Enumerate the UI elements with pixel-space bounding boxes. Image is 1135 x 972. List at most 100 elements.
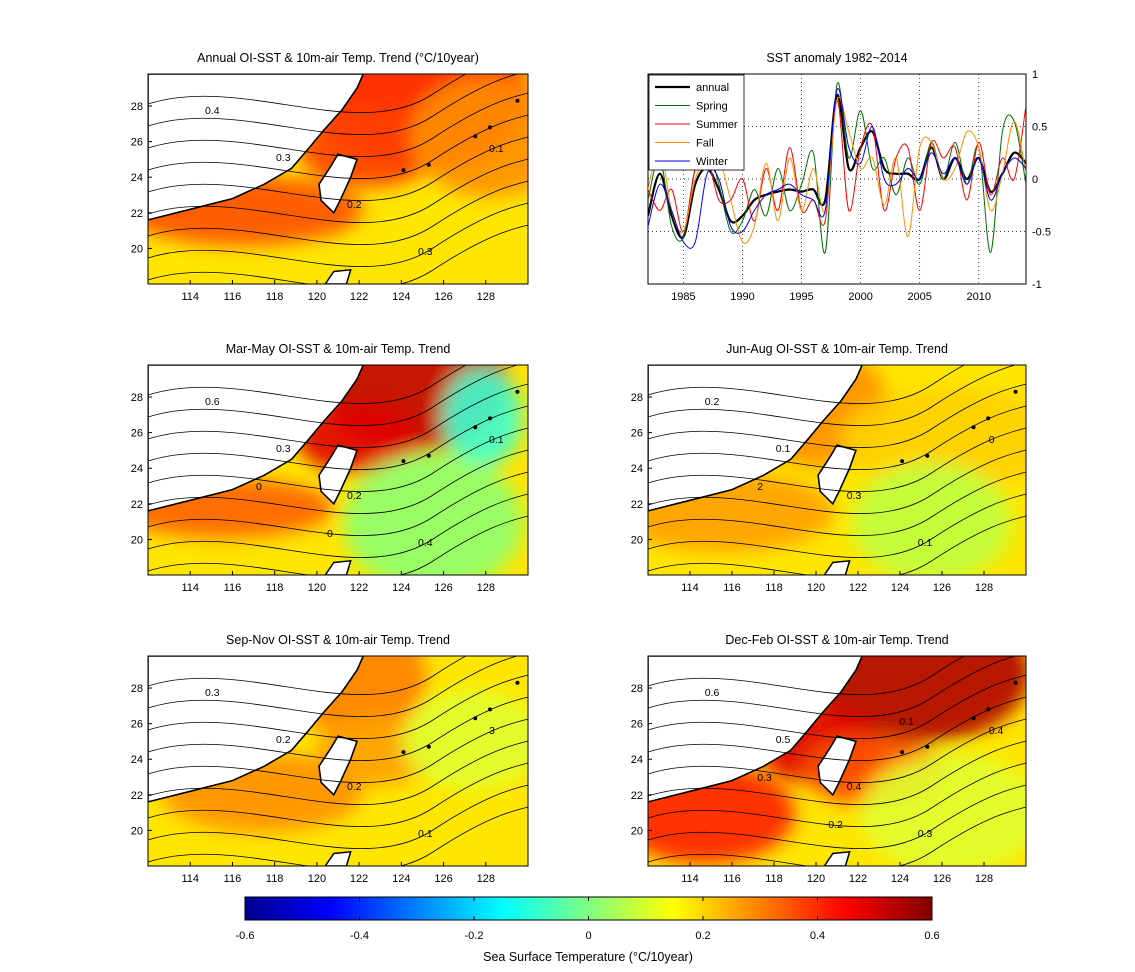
island-marker <box>426 744 431 749</box>
lon-tick-label: 128 <box>477 291 495 303</box>
map-axes-frame <box>147 655 529 867</box>
contour-line <box>648 762 1026 828</box>
contour-line <box>148 696 528 761</box>
contour-label: 0.3 <box>847 490 862 502</box>
x-tick-label: 2010 <box>967 291 991 303</box>
contour-line <box>148 114 528 179</box>
lat-tick-label: 28 <box>131 392 143 404</box>
taiwan-island <box>817 735 857 797</box>
lon-tick-label: 124 <box>392 582 410 594</box>
contour-line <box>148 365 519 426</box>
contour-label: 0.5 <box>776 734 791 746</box>
contour-line <box>648 784 1026 850</box>
contour-label: 0.2 <box>347 199 362 211</box>
lat-tick-label: 28 <box>631 392 643 404</box>
contour-line <box>648 740 1026 806</box>
contour-line <box>148 92 528 157</box>
x-tick-label: 2005 <box>907 291 931 303</box>
lat-tick-label: 20 <box>131 243 143 255</box>
colorbar-label: Sea Surface Temperature (°C/10year) <box>483 950 693 964</box>
lon-tick-label: 124 <box>891 582 909 594</box>
contour-line <box>648 471 1026 537</box>
lat-tick-label: 28 <box>131 683 143 695</box>
contour-line <box>148 762 528 827</box>
contour-label: 0.3 <box>205 687 220 699</box>
contour-label: 0.1 <box>918 537 933 549</box>
contour-line <box>148 674 528 739</box>
lat-tick-label: 22 <box>131 790 143 802</box>
colorbar-tick-label: -0.4 <box>350 930 369 942</box>
contour-line <box>648 365 1017 427</box>
contour-line <box>148 180 528 245</box>
contour-label: 0.4 <box>418 537 433 549</box>
lon-tick-label: 122 <box>350 291 368 303</box>
contour-line <box>648 718 1026 784</box>
lon-tick-label: 114 <box>181 582 199 594</box>
line-chart-legend: annual Spring Summer Fall Winter <box>648 74 745 171</box>
map-panel-title: Annual OI-SST & 10m-air Temp. Trend (°C/… <box>197 51 479 65</box>
lat-tick-label: 28 <box>631 683 643 695</box>
lat-tick-label: 26 <box>631 719 643 731</box>
island-marker <box>401 750 406 755</box>
lon-tick-label: 120 <box>807 582 825 594</box>
lon-tick-label: 118 <box>266 582 284 594</box>
lon-tick-label: 128 <box>477 873 495 885</box>
island-marker <box>515 680 520 685</box>
contour-line <box>148 365 467 404</box>
lon-tick-label: 114 <box>681 873 699 885</box>
china-coastline <box>648 365 864 512</box>
lat-tick-label: 20 <box>131 534 143 546</box>
colorbar-tick-label: 0.4 <box>810 930 825 942</box>
lat-tick-label: 22 <box>131 208 143 220</box>
map-axes-frame <box>147 364 529 576</box>
contour-line <box>148 656 467 695</box>
line-chart-title: SST anomaly 1982~2014 <box>766 51 907 65</box>
lon-tick-label: 122 <box>849 873 867 885</box>
contour-line <box>148 493 528 558</box>
island-marker <box>925 744 930 749</box>
contour-line <box>148 718 528 783</box>
island-marker <box>426 162 431 167</box>
lat-tick-label: 28 <box>131 101 143 113</box>
y-tick-label: -0.5 <box>1032 227 1051 239</box>
contour-label: 0.3 <box>757 772 772 784</box>
map-panel-title: Mar-May OI-SST & 10m-air Temp. Trend <box>226 342 451 356</box>
lat-tick-label: 24 <box>631 463 643 475</box>
contour-line <box>648 696 1026 762</box>
contour-line <box>148 383 528 448</box>
x-tick-label: 1990 <box>730 291 754 303</box>
contour-label: 0.2 <box>347 781 362 793</box>
contour-line <box>648 365 965 405</box>
lon-tick-label: 128 <box>477 582 495 594</box>
lon-tick-label: 124 <box>392 873 410 885</box>
x-tick-label: 1995 <box>789 291 813 303</box>
lon-tick-label: 126 <box>434 291 452 303</box>
contour-label: 0.2 <box>347 490 362 502</box>
lon-tick-label: 126 <box>933 873 951 885</box>
lon-tick-label: 126 <box>434 582 452 594</box>
colorbar: -0.6 -0.4 -0.2 0 0.2 0.4 0.6 Sea Surface Tempe… <box>236 896 940 964</box>
contour-line <box>148 427 528 492</box>
lat-tick-label: 22 <box>131 499 143 511</box>
contour-label: 3 <box>489 725 495 737</box>
island-marker <box>515 98 520 103</box>
lat-tick-label: 24 <box>131 754 143 766</box>
lat-tick-label: 22 <box>631 499 643 511</box>
china-coastline <box>148 656 365 803</box>
contour-line <box>648 493 1026 559</box>
legend-entry: annual <box>696 82 729 94</box>
lon-tick-label: 118 <box>765 873 783 885</box>
china-coastline <box>648 656 864 803</box>
lat-tick-label: 22 <box>631 790 643 802</box>
contour-label: 0.2 <box>705 396 720 408</box>
contour-line <box>648 656 1017 718</box>
map-panel-djf: Dec-Feb OI-SST & 10m-air Temp. Trend 0.6 0… <box>631 633 1027 885</box>
map-panel-title: Sep-Nov OI-SST & 10m-air Temp. Trend <box>226 633 450 647</box>
island-marker <box>900 750 905 755</box>
contour-line <box>648 515 1026 575</box>
legend-entry: Winter <box>696 156 728 168</box>
lat-tick-label: 20 <box>631 825 643 837</box>
lat-tick-label: 26 <box>131 428 143 440</box>
map-panel-title: Dec-Feb OI-SST & 10m-air Temp. Trend <box>725 633 948 647</box>
contour-label: 0.3 <box>418 246 433 258</box>
